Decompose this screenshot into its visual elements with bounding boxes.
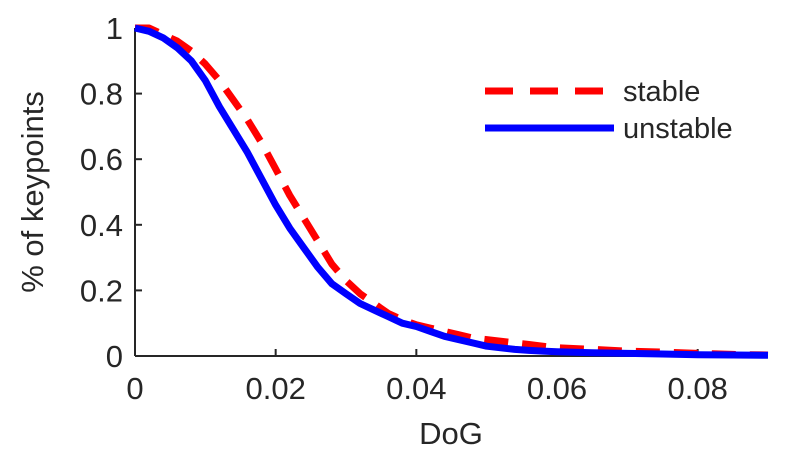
y-tick-label: 0.2 bbox=[80, 273, 123, 308]
series-line-unstable bbox=[134, 24, 769, 359]
y-tick-label: 0.4 bbox=[80, 208, 123, 243]
x-tick-label: 0.04 bbox=[386, 371, 446, 406]
series-layer bbox=[134, 24, 769, 359]
y-tick-label: 1 bbox=[106, 11, 123, 46]
x-tick-label: 0.08 bbox=[667, 371, 727, 406]
y-axis-title: % of keypoints bbox=[15, 91, 50, 293]
x-tick-label: 0.02 bbox=[245, 371, 305, 406]
x-ticks: 0 0.02 0.04 0.06 0.08 bbox=[126, 349, 728, 406]
legend-label-unstable: unstable bbox=[623, 113, 733, 145]
x-axis-title: DoG bbox=[419, 416, 483, 451]
legend: stable unstable bbox=[485, 76, 733, 145]
y-tick-label: 0.6 bbox=[80, 142, 123, 177]
y-tick-label: 0.8 bbox=[80, 77, 123, 112]
y-tick-label: 0 bbox=[106, 339, 123, 374]
x-tick-label: 0 bbox=[126, 371, 143, 406]
x-tick-label: 0.06 bbox=[527, 371, 587, 406]
y-ticks: 0 0.2 0.4 0.6 0.8 1 bbox=[80, 11, 142, 374]
legend-label-stable: stable bbox=[623, 76, 700, 108]
